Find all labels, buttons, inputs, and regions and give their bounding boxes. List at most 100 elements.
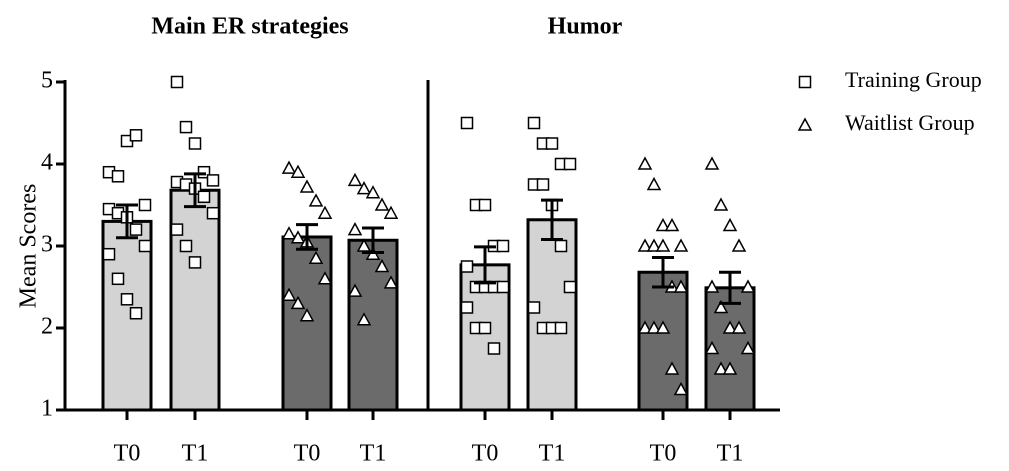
data-point — [704, 279, 720, 293]
data-point — [704, 340, 720, 355]
data-point — [170, 223, 184, 236]
data-point — [563, 280, 577, 294]
legend-label: Waitlist Group — [845, 110, 975, 135]
data-point — [317, 205, 333, 219]
data-point — [655, 217, 671, 232]
legend-label: Training Group — [845, 67, 982, 92]
data-point — [673, 279, 689, 293]
x-tick-label: T0 — [650, 441, 677, 467]
data-point — [102, 247, 116, 261]
data-point — [129, 129, 143, 142]
data-point — [646, 320, 662, 334]
data-point — [637, 320, 653, 334]
x-tick-label: T0 — [472, 441, 499, 467]
data-point — [281, 160, 297, 174]
data-point — [206, 206, 220, 220]
data-point — [478, 321, 492, 335]
x-tick-label: T0 — [294, 441, 321, 467]
data-point — [496, 239, 510, 253]
data-point — [731, 238, 747, 252]
data-point — [281, 287, 297, 301]
data-point — [554, 239, 568, 253]
x-tick-label: T0 — [114, 441, 141, 467]
data-point — [496, 280, 510, 294]
data-point — [347, 283, 363, 297]
error-bar — [362, 226, 384, 255]
data-point — [673, 381, 689, 396]
data-point — [206, 174, 220, 187]
y-tick-label: 3 — [41, 232, 53, 258]
data-point — [170, 75, 184, 89]
data-point — [188, 137, 202, 150]
data-point — [646, 176, 662, 191]
data-point — [637, 156, 653, 170]
panel-title: Humor — [548, 14, 623, 40]
data-point — [308, 250, 324, 265]
data-point — [197, 165, 211, 179]
y-tick-label: 4 — [41, 150, 53, 176]
data-point — [374, 258, 390, 273]
data-point — [722, 217, 738, 232]
data-point — [478, 198, 492, 212]
data-point — [527, 116, 541, 130]
panel-title: Main ER strategies — [151, 14, 348, 40]
legend-marker — [797, 117, 813, 131]
data-point — [527, 301, 541, 314]
data-point — [179, 239, 193, 253]
data-point — [655, 320, 671, 334]
y-tick-label: 1 — [41, 396, 53, 422]
data-point — [713, 361, 729, 375]
data-point — [545, 137, 559, 150]
data-point — [536, 178, 550, 191]
data-point — [356, 238, 372, 252]
data-point — [646, 238, 662, 252]
data-point — [129, 306, 143, 320]
error-bar — [296, 223, 318, 251]
data-point — [347, 172, 363, 187]
data-point — [347, 222, 363, 236]
error-bar — [116, 203, 138, 240]
data-point — [673, 238, 689, 252]
y-tick-label: 5 — [41, 68, 53, 94]
error-bar — [652, 255, 674, 289]
legend-marker — [798, 75, 812, 89]
data-point — [655, 238, 671, 252]
data-point — [129, 223, 143, 236]
data-point — [740, 340, 756, 355]
y-tick-label: 2 — [41, 314, 53, 340]
bar — [281, 235, 333, 412]
data-point — [365, 185, 381, 199]
data-point — [383, 275, 399, 289]
data-point — [299, 179, 315, 193]
data-point — [308, 193, 324, 207]
error-bar — [474, 245, 496, 285]
data-point — [356, 181, 372, 195]
x-tick-label: T1 — [182, 441, 209, 467]
bar — [347, 238, 399, 412]
data-point — [713, 299, 729, 314]
data-point — [138, 239, 152, 253]
data-point — [731, 320, 747, 334]
data-point — [290, 230, 306, 244]
data-point — [722, 361, 738, 375]
data-point — [111, 170, 125, 183]
data-point — [356, 312, 372, 326]
data-point — [120, 293, 134, 306]
data-point — [374, 197, 390, 211]
error-bar — [541, 198, 563, 241]
data-point — [111, 272, 125, 286]
data-point — [460, 116, 474, 130]
data-point — [713, 197, 729, 211]
y-axis-label: Mean Scores — [16, 184, 42, 309]
data-point — [704, 156, 720, 170]
data-point — [664, 361, 680, 375]
data-point — [487, 342, 501, 355]
data-point — [179, 120, 193, 134]
data-point — [290, 164, 306, 178]
bar — [526, 218, 578, 412]
data-point — [188, 256, 202, 269]
data-point — [637, 238, 653, 252]
data-point — [664, 217, 680, 232]
data-point — [281, 226, 297, 240]
